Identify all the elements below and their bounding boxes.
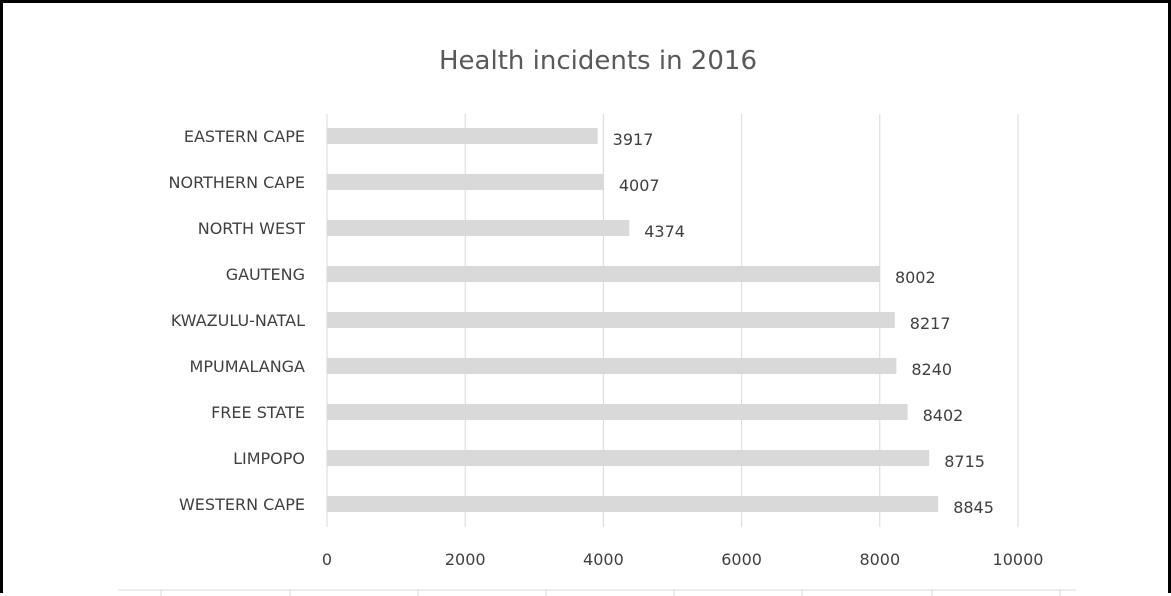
- bar: [327, 128, 598, 144]
- data-label: 4374: [644, 222, 685, 241]
- bar: [327, 266, 880, 282]
- tick-label: 2000: [445, 550, 486, 569]
- category-label: FREE STATE: [211, 403, 305, 422]
- x-axis-tick-labels: 0 2000 4000 6000 8000 10000: [322, 550, 1044, 569]
- data-label: 8217: [910, 314, 951, 333]
- category-label: EASTERN CAPE: [184, 127, 305, 146]
- category-label: WESTERN CAPE: [179, 495, 305, 514]
- tick-label: 0: [322, 550, 332, 569]
- data-label: 8240: [911, 360, 952, 379]
- category-label: LIMPOPO: [233, 449, 305, 468]
- data-label: 8402: [923, 406, 964, 425]
- tick-label: 6000: [721, 550, 762, 569]
- bar: [327, 220, 630, 236]
- data-labels: 3917 4007 4374 8002 8217 8240 8402 8715 8845: [613, 130, 994, 517]
- bar: [327, 358, 897, 374]
- category-label: MPUMALANGA: [190, 357, 306, 376]
- bar: [327, 312, 895, 328]
- data-label: 8845: [953, 498, 994, 517]
- bar: [327, 450, 930, 466]
- bar: [327, 404, 908, 420]
- bar-chart: Health incidents in 2016 EASTERN CAPE NOR…: [118, 46, 1076, 596]
- chart-title: Health incidents in 2016: [439, 46, 757, 76]
- bottom-axis: [118, 589, 1076, 596]
- tick-label: 8000: [859, 550, 900, 569]
- bar: [327, 174, 604, 190]
- data-label: 4007: [619, 176, 660, 195]
- bars: [327, 128, 939, 512]
- data-label: 3917: [613, 130, 654, 149]
- category-label: NORTH WEST: [198, 219, 305, 238]
- category-labels: EASTERN CAPE NORTHERN CAPE NORTH WEST GAUTE…: [169, 127, 306, 514]
- bar: [327, 496, 939, 512]
- tick-label: 4000: [583, 550, 624, 569]
- category-label: NORTHERN CAPE: [169, 173, 305, 192]
- category-label: GAUTENG: [226, 265, 305, 284]
- tick-label: 10000: [993, 550, 1044, 569]
- category-label: KWAZULU-NATAL: [171, 311, 305, 330]
- data-label: 8715: [944, 452, 985, 471]
- data-label: 8002: [895, 268, 936, 287]
